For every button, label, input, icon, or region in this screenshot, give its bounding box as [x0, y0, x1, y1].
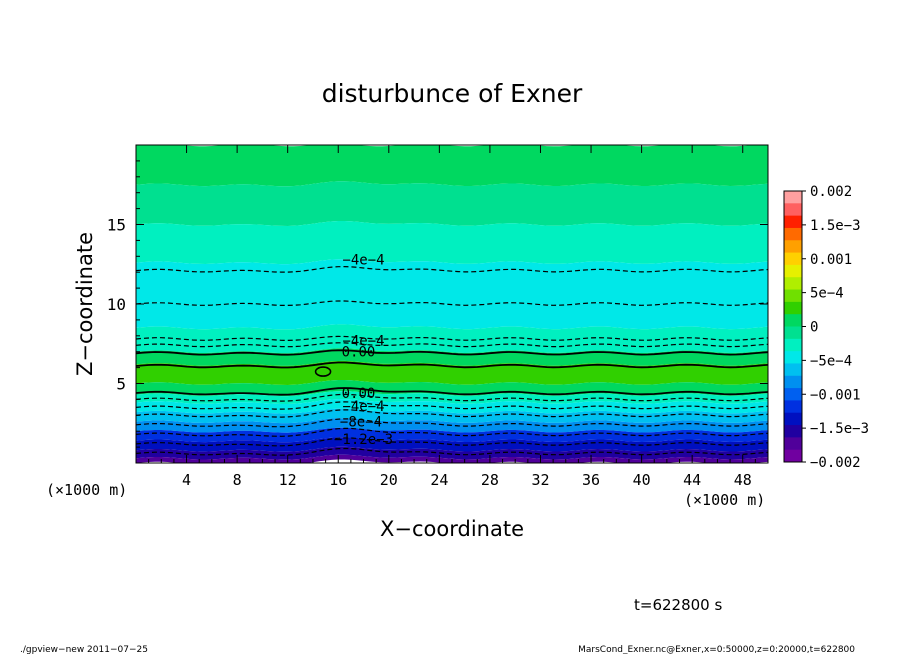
colorbar-swatch-17 — [784, 400, 802, 414]
colorbar-swatch-13 — [784, 351, 802, 364]
colorbar-label-6: −0.001 — [810, 387, 861, 403]
color-band-4 — [136, 300, 768, 330]
contour-label-0: −4e−4 — [342, 252, 384, 268]
colorbar-swatch-0 — [784, 191, 802, 204]
colorbar-swatch-10 — [784, 314, 802, 327]
color-band-1 — [136, 181, 768, 226]
color-band-12 — [136, 418, 768, 433]
colorbar-swatch-7 — [784, 277, 802, 291]
contour-label-2: 0.00 — [342, 345, 376, 361]
y-tick-label-2: 15 — [107, 216, 126, 235]
contour-label-1: −4e−4 — [342, 334, 384, 350]
footer-left: ./gpview−new 2011−07−25 — [20, 645, 148, 654]
x-tick-label-0: 4 — [182, 471, 191, 489]
colorbar-swatch-1 — [784, 203, 802, 217]
contour-label-4: −4e−4 — [342, 399, 384, 415]
color-band-9 — [136, 391, 768, 404]
colorbar-label-1: 1.5e−3 — [810, 218, 861, 234]
x-tick-label-10: 44 — [683, 471, 701, 489]
colorbar-swatch-5 — [784, 252, 802, 266]
y-tick-label-1: 10 — [107, 295, 126, 314]
footer-right: MarsCond_Exner.nc@Exner,x=0:50000,z=0:20… — [578, 645, 855, 654]
x-unit-left: (×1000 m) — [46, 481, 127, 499]
colorbar-swatch-6 — [784, 264, 802, 278]
contour-line-4 — [136, 349, 768, 356]
color-band-2 — [136, 221, 768, 265]
chart-title: disturbunce of Exner — [322, 79, 583, 108]
x-tick-label-1: 8 — [233, 471, 242, 489]
colorbar-swatch-14 — [784, 363, 802, 377]
color-band-5 — [136, 324, 768, 354]
contour-line-6 — [136, 387, 768, 396]
colorbar-swatch-15 — [784, 375, 802, 389]
contour-closed — [314, 366, 332, 377]
contour-line-2 — [136, 335, 768, 342]
contour-line-13 — [136, 447, 768, 456]
colorbar-label-8: −0.002 — [810, 455, 861, 471]
colorbar-swatch-2 — [784, 215, 802, 229]
colorbar-swatch-18 — [784, 412, 802, 426]
y-axis: 5 10 15 — [107, 160, 768, 448]
color-band-0 — [136, 145, 768, 187]
colorbar-swatch-21 — [784, 449, 802, 463]
colorbar-swatch-20 — [784, 437, 802, 451]
color-band-3 — [136, 259, 768, 306]
contour-line-5 — [136, 361, 768, 369]
x-tick-label-3: 16 — [329, 471, 347, 489]
y-tick-label-0: 5 — [116, 375, 126, 394]
color-band-16 — [136, 454, 768, 463]
colorbar-swatch-4 — [784, 240, 802, 254]
colorbar-swatch-3 — [784, 227, 802, 241]
color-band-13 — [136, 427, 768, 443]
colorbar-label-7: −1.5e−3 — [810, 421, 869, 437]
contour-label-6: −1.2e−3 — [334, 432, 393, 448]
color-band-14 — [136, 437, 768, 452]
x-axis-label: X−coordinate — [380, 517, 524, 541]
colorbar-label-3: 5e−4 — [810, 286, 844, 302]
contour-label-3: 0.00 — [342, 386, 376, 402]
colorbar-label-2: 0.001 — [810, 252, 852, 268]
x-axis: 4 8 12 16 20 24 28 32 36 40 44 48 — [148, 145, 756, 489]
x-tick-label-6: 28 — [481, 471, 499, 489]
plot-area: −4e−4−4e−40.000.00−4e−4−8e−4−1.2e−3 — [136, 145, 768, 463]
colorbar-swatch-9 — [784, 301, 802, 315]
contour-label-5: −8e−4 — [340, 415, 382, 431]
x-tick-label-9: 40 — [633, 471, 651, 489]
colorbar-swatch-12 — [784, 338, 802, 352]
colorbar: 0.002 1.5e−3 0.001 5e−4 0 −5e−4 −0.001 −1.5e−3 −… — [783, 184, 869, 471]
contour-lines — [136, 265, 768, 456]
x-tick-label-8: 36 — [582, 471, 600, 489]
colorbar-swatch-16 — [784, 388, 802, 401]
x-tick-label-11: 48 — [734, 471, 752, 489]
colorbar-swatch-8 — [784, 289, 802, 303]
x-tick-label-2: 12 — [279, 471, 297, 489]
colorbar-label-4: 0 — [810, 320, 818, 336]
contour-line-7 — [136, 393, 768, 402]
colorbar-label-5: −5e−4 — [810, 353, 852, 369]
contour-line-9 — [136, 409, 768, 418]
color-band-15 — [136, 446, 768, 460]
contour-line-1 — [136, 300, 768, 306]
x-tick-label-4: 20 — [380, 471, 398, 489]
colorbar-swatch-19 — [784, 425, 802, 438]
y-axis-label: Z−coordinate — [73, 232, 97, 376]
contour-line-10 — [136, 418, 768, 428]
contour-line-8 — [136, 401, 768, 410]
time-label: t=622800 s — [634, 596, 722, 614]
x-unit-right: (×1000 m) — [684, 491, 765, 509]
x-tick-label-7: 32 — [531, 471, 549, 489]
x-tick-label-5: 24 — [430, 471, 448, 489]
contour-line-0 — [136, 265, 768, 273]
colorbar-label-0: 0.002 — [810, 184, 852, 200]
color-bands — [136, 145, 768, 463]
contour-labels: −4e−4−4e−40.000.00−4e−4−8e−4−1.2e−3 — [334, 252, 393, 448]
colorbar-swatch-11 — [784, 326, 802, 340]
color-band-10 — [136, 399, 768, 414]
contour-line-3 — [136, 342, 768, 348]
contour-line-11 — [136, 427, 768, 437]
contour-line-12 — [136, 437, 768, 447]
